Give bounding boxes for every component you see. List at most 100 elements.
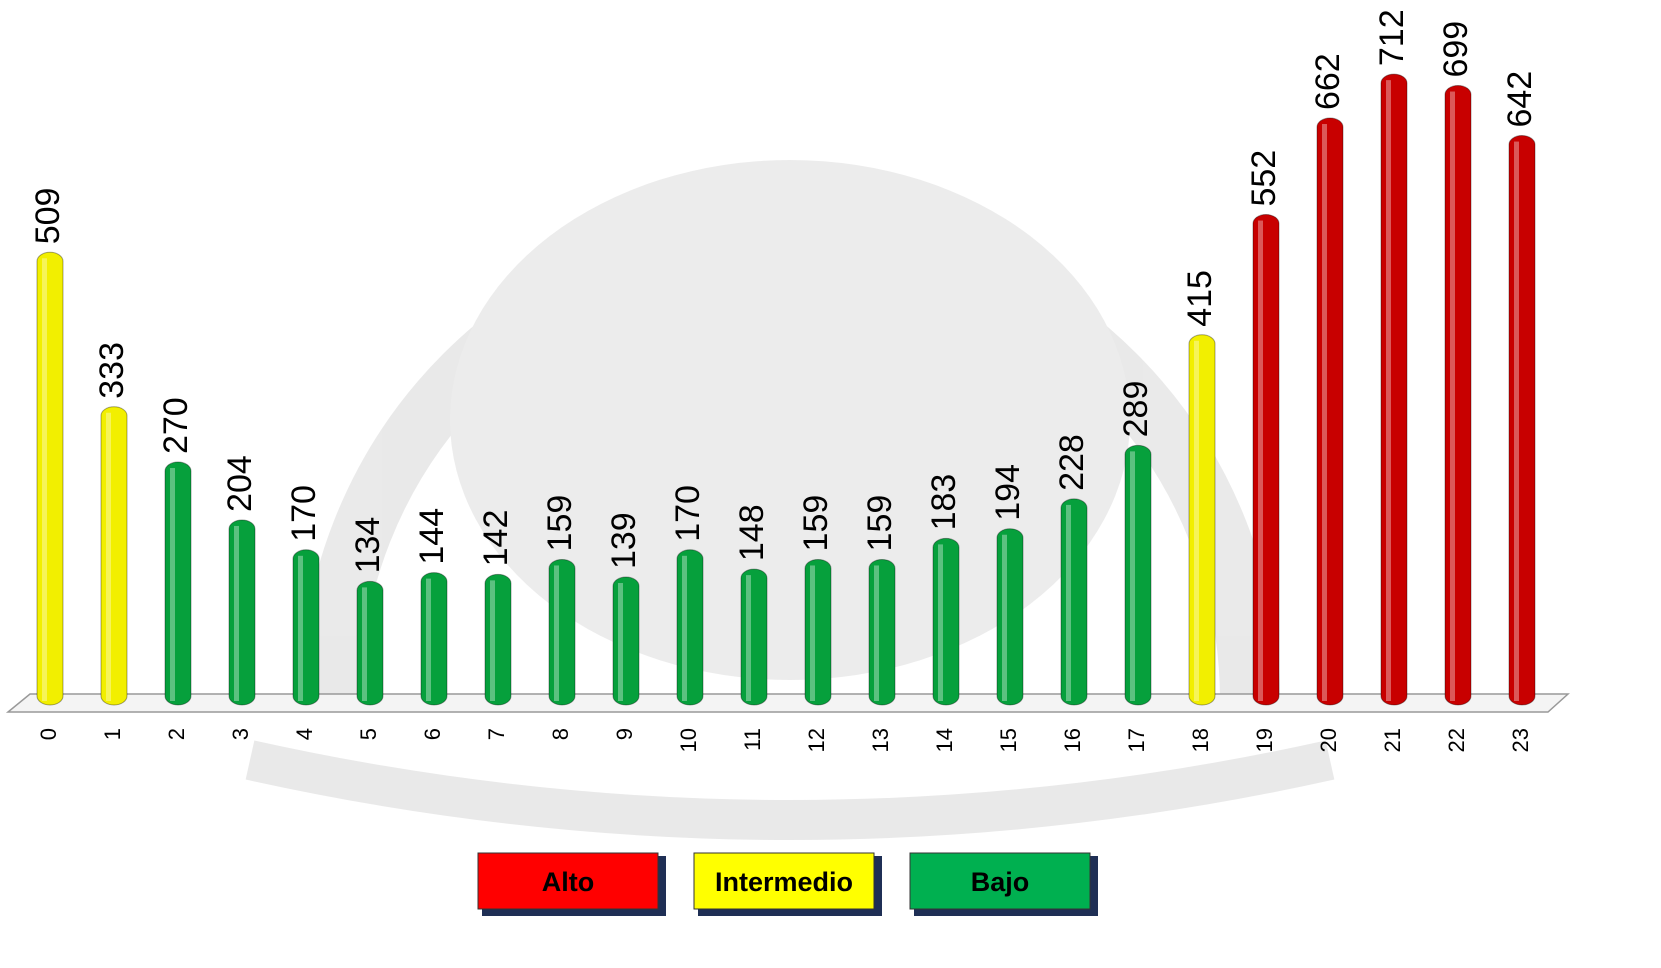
bar-highlight [1130,451,1135,701]
bar-highlight [938,544,943,701]
bar [548,558,576,706]
bar [1444,85,1472,706]
value-label: 139 [605,512,643,569]
bar [676,549,704,706]
bar-highlight [1514,141,1519,701]
legend-swatch [909,852,1091,910]
bar [932,537,960,706]
value-label: 142 [477,510,515,567]
value-label: 662 [1309,53,1347,110]
value-label: 333 [93,342,131,399]
bar [612,576,640,706]
bar-highlight [1386,80,1391,701]
bar-highlight [874,565,879,701]
value-label: 170 [669,485,707,542]
bar-highlight [682,555,687,701]
legend-label: Intermedio [715,867,853,897]
bar-highlight [1066,504,1071,701]
bar-highlight [42,258,47,701]
bar [740,568,768,706]
legend-swatch [693,852,875,910]
bar-highlight [106,412,111,701]
bar-highlight [490,580,495,701]
value-label: 148 [733,504,771,561]
bar [1060,498,1088,706]
bar [228,519,256,706]
bar-highlight [234,525,239,701]
value-label: 642 [1501,71,1539,128]
x-tick-label: 15 [996,728,1021,752]
x-tick-label: 12 [804,728,829,752]
x-tick-label: 10 [676,728,701,752]
bar-highlight [618,583,623,701]
bar [804,558,832,706]
value-label: 712 [1373,9,1411,66]
x-tick-label: 9 [612,728,637,740]
x-tick-label: 6 [420,728,445,740]
bar-highlight [554,565,559,701]
x-tick-label: 7 [484,728,509,740]
bar-highlight [170,468,175,701]
x-tick-label: 21 [1380,728,1405,752]
bar [868,558,896,706]
value-label: 159 [861,495,899,552]
bar-highlight [298,555,303,701]
value-label: 552 [1245,150,1283,207]
bar-highlight [1322,124,1327,702]
value-label: 170 [285,485,323,542]
bar [36,251,64,706]
floor [5,693,1570,713]
x-tick-label: 17 [1124,728,1149,752]
bar [1508,135,1536,706]
bar-highlight [1258,220,1263,701]
value-label: 134 [349,517,387,574]
x-tick-label: 23 [1508,728,1533,752]
bar-highlight [1450,91,1455,702]
x-tick-label: 18 [1188,728,1213,752]
value-label: 204 [221,455,259,512]
value-label: 509 [29,188,67,245]
x-tick-label: 0 [36,728,61,740]
x-tick-label: 14 [932,728,957,752]
x-tick-label: 8 [548,728,573,740]
value-label: 159 [797,495,835,552]
plot: 509 0 333 1 270 2 204 3 170 4 134 5 144 6 142 7 159 8 139 9… [29,9,1539,916]
bar [996,528,1024,706]
bar-highlight [362,587,367,701]
bar [1188,334,1216,706]
x-tick-label: 11 [740,728,765,751]
x-tick-label: 22 [1444,728,1469,752]
bar [1124,444,1152,706]
bar-highlight [426,578,431,701]
bar [292,549,320,706]
bar [1316,117,1344,706]
bar [484,573,512,706]
bar [356,580,384,706]
bar-highlight [746,575,751,701]
value-label: 228 [1053,434,1091,491]
bar [1252,214,1280,706]
x-tick-label: 16 [1060,728,1085,752]
watermark [245,160,1335,840]
x-tick-label: 13 [868,728,893,752]
bar-highlight [1194,340,1199,701]
legend-label: Bajo [971,867,1030,897]
value-label: 289 [1117,381,1155,438]
x-tick-label: 5 [356,728,381,740]
bar [420,572,448,706]
bar-highlight [810,565,815,701]
legend-label: Alto [542,867,594,897]
bar-highlight [1002,534,1007,701]
bar [164,461,192,706]
bar [1380,73,1408,706]
x-tick-label: 19 [1252,728,1277,752]
value-label: 159 [541,495,579,552]
value-label: 183 [925,474,963,531]
value-label: 194 [989,464,1027,521]
bar [100,406,128,706]
legend-swatch [477,852,659,910]
value-label: 270 [157,397,195,454]
x-tick-label: 20 [1316,728,1341,752]
